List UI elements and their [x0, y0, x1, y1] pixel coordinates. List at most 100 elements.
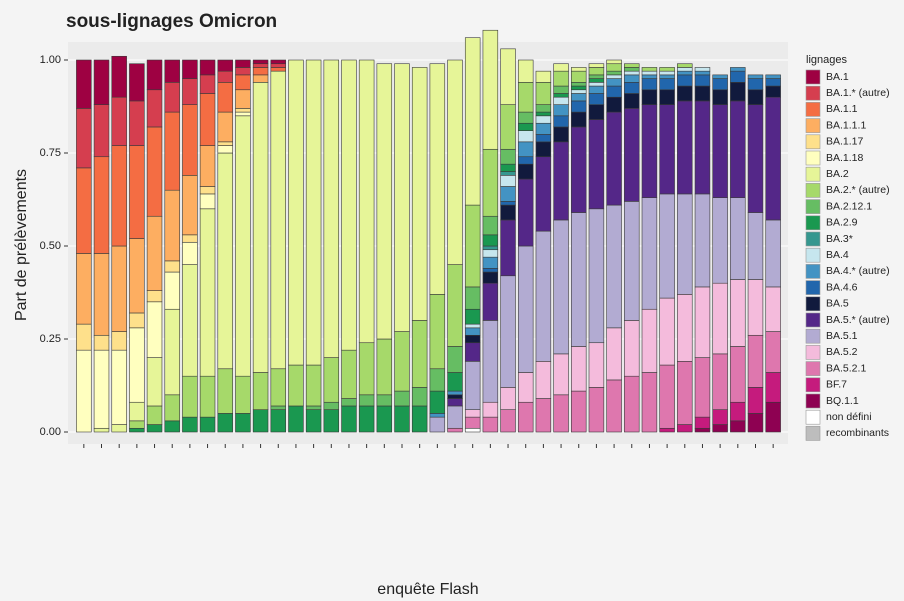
bar-segment [217, 111, 233, 143]
legend-label: recombinants [826, 427, 889, 439]
bar-segment [535, 134, 552, 143]
legend-swatch [805, 231, 821, 247]
bar-segment [571, 93, 587, 102]
legend-swatch [805, 85, 821, 101]
bar-segment [500, 219, 516, 277]
legend-swatch [805, 215, 821, 231]
bar-segment [500, 163, 516, 172]
bar-segment [129, 312, 145, 329]
bar-segment [376, 63, 393, 340]
bar-segment [305, 405, 322, 410]
bar-segment [217, 82, 233, 113]
bar-segment [659, 89, 675, 105]
bar-segment [93, 349, 110, 429]
bar-segment [517, 372, 534, 403]
bar-segment [588, 93, 605, 105]
bar-segment [199, 74, 216, 94]
bar-segment [482, 148, 499, 217]
bar-segment [730, 401, 746, 422]
bar-segment [146, 89, 163, 128]
bar-segment [677, 85, 693, 102]
bar-segment [765, 219, 781, 288]
bar-segment [199, 186, 216, 195]
bar-segment [571, 82, 587, 87]
bar-segment [323, 59, 340, 358]
bar-segment [235, 67, 251, 76]
bar-segment [270, 70, 286, 370]
bar-segment [199, 416, 216, 433]
legend-label: BA.1.1 [826, 103, 858, 115]
bar-segment [553, 63, 569, 72]
bar-segment [252, 74, 269, 83]
bar-segment [447, 405, 463, 429]
bar-segment [571, 70, 587, 83]
bar-segment [146, 405, 163, 425]
bar-segment [500, 387, 516, 410]
legend-label: non défini [826, 411, 872, 423]
bar-segment [252, 372, 269, 410]
bar-segment [517, 111, 534, 124]
bar-segment [464, 286, 481, 310]
bar-segment [694, 85, 711, 102]
bar-segment [747, 279, 764, 336]
bar-segment [305, 364, 322, 407]
bar-segment [464, 37, 481, 206]
bar-segment [765, 401, 781, 433]
bar-segment [624, 201, 640, 321]
legend-label: BA.5 [826, 298, 849, 310]
bar-segment [288, 405, 304, 433]
bar-segment [571, 100, 587, 113]
bar-segment [517, 156, 534, 165]
bar-segment [553, 115, 569, 128]
bar-segment [93, 427, 110, 433]
bar-segment [535, 115, 552, 124]
bar-segment [429, 294, 446, 370]
bar-segment [694, 357, 711, 418]
bar-segment [500, 171, 516, 176]
bar-segment [270, 59, 286, 65]
bar-segment [659, 70, 675, 76]
bar-segment [730, 82, 746, 102]
bar-segment [535, 398, 552, 433]
bar-segment [641, 78, 658, 91]
bar-segment [677, 193, 693, 295]
bar-segment [500, 148, 516, 165]
legend-swatch [805, 118, 821, 133]
legend-swatch [805, 166, 821, 182]
bar-segment [517, 401, 534, 433]
bar-segment [571, 390, 587, 433]
bar-segment [429, 368, 446, 392]
bar-segment [235, 108, 251, 113]
bar-segment [146, 126, 163, 217]
bar-segment [482, 282, 499, 321]
bar-segment [747, 387, 764, 414]
bar-segment [535, 111, 552, 117]
bar-segment [553, 394, 569, 433]
bar-segment [606, 85, 622, 98]
legend-label: BA.4.6 [826, 281, 858, 293]
bar-segment [624, 320, 640, 377]
bar-segment [182, 234, 198, 243]
bar-segment [129, 420, 145, 429]
bar-segment [341, 59, 357, 351]
bar-segment [217, 59, 233, 72]
bar-segment [429, 63, 446, 295]
bar-segment [411, 405, 428, 433]
bar-segment [76, 108, 92, 169]
bar-segment [677, 424, 693, 433]
legend-label: BA.2.9 [826, 217, 858, 229]
legend-label: BA.5.2.1 [826, 362, 866, 374]
bar-segment [553, 85, 569, 94]
bar-segment [464, 361, 481, 410]
bar-segment [553, 93, 569, 98]
bar-segment [553, 353, 569, 396]
y-axis-label: Part de prélèvements [13, 169, 30, 321]
bar-segment [606, 204, 622, 329]
bar-segment [606, 96, 622, 113]
bar-segment [464, 323, 481, 329]
bar-segment [694, 67, 711, 72]
bar-segment [164, 260, 180, 273]
bar-segment [129, 145, 145, 239]
bar-segment [411, 67, 428, 321]
